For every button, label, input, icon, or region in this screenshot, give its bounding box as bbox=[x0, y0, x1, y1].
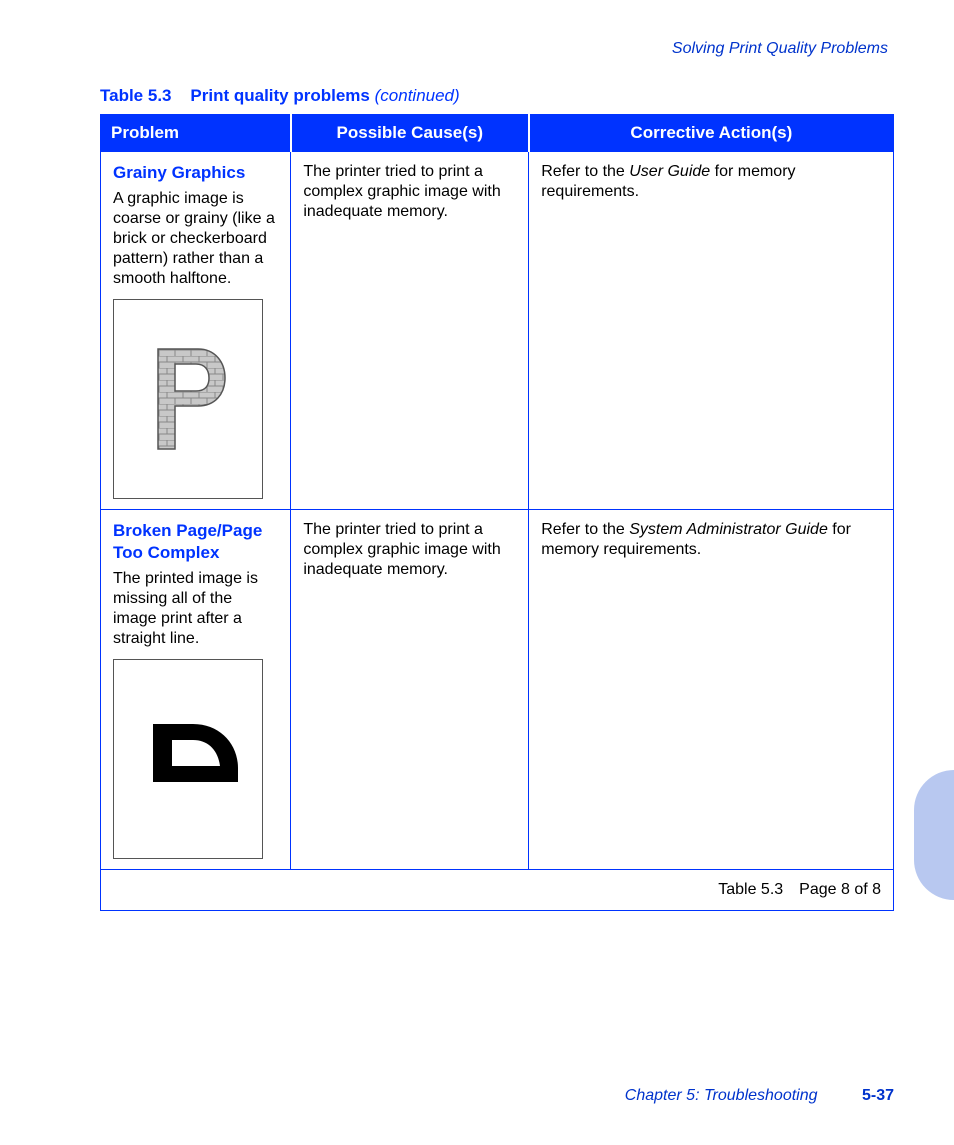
illustration-grainy bbox=[113, 299, 263, 499]
action-pre: Refer to the bbox=[541, 163, 629, 180]
action-ref: System Administrator Guide bbox=[629, 521, 828, 538]
table-footer-cell: Table 5.3 Page 8 of 8 bbox=[101, 869, 894, 910]
footer-page-number: 5-37 bbox=[862, 1087, 894, 1104]
table-caption: Table 5.3 Print quality problems (contin… bbox=[100, 86, 894, 106]
problem-desc: A graphic image is coarse or grainy (lik… bbox=[113, 189, 278, 289]
cell-action: Refer to the User Guide for memory requi… bbox=[529, 152, 894, 510]
cell-problem: Broken Page/Page Too Complex The printed… bbox=[101, 510, 291, 870]
table-row: Grainy Graphics A graphic image is coars… bbox=[101, 152, 894, 510]
caption-continued: (continued) bbox=[375, 86, 460, 105]
cell-cause: The printer tried to print a complex gra… bbox=[291, 510, 529, 870]
footer-chapter: Chapter 5: Troubleshooting bbox=[625, 1087, 818, 1104]
col-problem: Problem bbox=[101, 115, 291, 152]
page-footer: Chapter 5: Troubleshooting 5-37 bbox=[625, 1087, 894, 1105]
table-header-row: Problem Possible Cause(s) Corrective Act… bbox=[101, 115, 894, 152]
illustration-broken bbox=[113, 659, 263, 859]
table-row: Broken Page/Page Too Complex The printed… bbox=[101, 510, 894, 870]
cell-problem: Grainy Graphics A graphic image is coars… bbox=[101, 152, 291, 510]
cell-action: Refer to the System Administrator Guide … bbox=[529, 510, 894, 870]
cell-cause: The printer tried to print a complex gra… bbox=[291, 152, 529, 510]
col-cause: Possible Cause(s) bbox=[291, 115, 529, 152]
document-page: Solving Print Quality Problems Table 5.3… bbox=[0, 0, 954, 951]
table-footer-row: Table 5.3 Page 8 of 8 bbox=[101, 869, 894, 910]
caption-label: Table 5.3 bbox=[100, 86, 172, 105]
col-action: Corrective Action(s) bbox=[529, 115, 894, 152]
problem-desc: The printed image is missing all of the … bbox=[113, 569, 278, 649]
section-header: Solving Print Quality Problems bbox=[100, 40, 894, 58]
thumb-tab bbox=[914, 770, 954, 900]
action-ref: User Guide bbox=[629, 163, 710, 180]
problem-title: Grainy Graphics bbox=[113, 162, 278, 183]
action-pre: Refer to the bbox=[541, 521, 629, 538]
problem-title: Broken Page/Page Too Complex bbox=[113, 520, 278, 563]
print-quality-table: Problem Possible Cause(s) Corrective Act… bbox=[100, 114, 894, 911]
caption-title: Print quality problems bbox=[190, 86, 369, 105]
